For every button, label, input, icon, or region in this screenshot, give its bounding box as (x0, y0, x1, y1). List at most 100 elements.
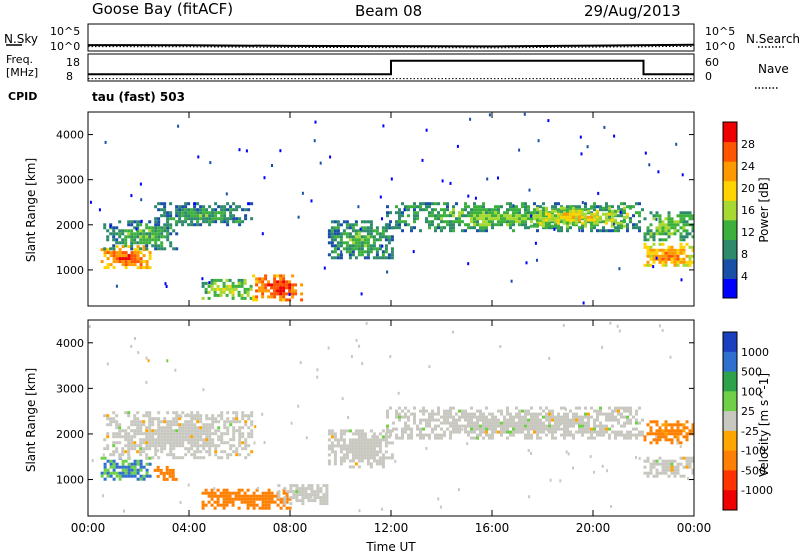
heatmap-cell-2 (238, 429, 242, 433)
heatmap-cell-7 (586, 209, 590, 213)
heatmap-cell-0 (121, 459, 125, 463)
heatmap-cell-2 (184, 426, 188, 430)
heatmap-cell-4 (319, 487, 323, 491)
heatmap-cell-6 (497, 217, 500, 221)
heatmap-cell-8 (649, 257, 653, 261)
heatmap-cell-9 (646, 226, 650, 230)
heatmap-cell-5 (330, 444, 334, 448)
heatmap-cell-7 (598, 215, 602, 219)
heatmap-cell-6 (623, 406, 626, 410)
heatmap-cell-2 (166, 432, 170, 436)
speckle-cell (582, 301, 585, 305)
heatmap-cell-2 (250, 202, 254, 206)
heatmap-cell-2 (202, 456, 206, 460)
heatmap-cell-3 (219, 503, 223, 507)
heatmap-cell-5 (381, 438, 385, 442)
heatmap-cell-6 (473, 211, 476, 215)
heatmap-cell-2 (223, 208, 227, 212)
heatmap-cell-3 (246, 500, 250, 504)
heatmap-cell-6 (587, 424, 590, 428)
heatmap-cell-5 (387, 235, 391, 239)
heatmap-cell-0 (106, 459, 110, 463)
heatmap-cell-5 (357, 444, 361, 448)
heatmap-cell-7 (628, 218, 632, 222)
heatmap-cell-1 (106, 229, 110, 233)
heatmap-cell-6 (542, 427, 545, 431)
heatmap-cell-6 (470, 226, 473, 230)
heatmap-cell-6 (422, 208, 425, 212)
heatmap-cell-2 (148, 411, 152, 415)
heatmap-cell-1 (157, 238, 161, 242)
heatmap-cell-6 (440, 436, 443, 440)
colorbar-tick-label: 24 (741, 160, 755, 173)
heatmap-cell-5 (342, 229, 346, 233)
heatmap-cell-2 (145, 441, 149, 445)
ytick-label: 4000 (56, 129, 84, 142)
nave-label: Nave (758, 62, 789, 76)
heatmap-cell-6 (509, 217, 512, 221)
heatmap-cell-6 (440, 421, 443, 425)
heatmap-cell-2 (127, 447, 131, 451)
heatmap-cell-2 (214, 417, 218, 421)
heatmap-cell-0 (136, 477, 140, 481)
heatmap-cell-7 (595, 215, 599, 219)
heatmap-cell-4 (255, 295, 259, 299)
heatmap-cell-9 (664, 238, 668, 242)
heatmap-cell-1 (139, 232, 143, 236)
heatmap-cell-5 (354, 220, 358, 224)
heatmap-cell-5 (390, 250, 394, 254)
heatmap-cell-2 (169, 435, 173, 439)
heatmap-cell-5 (357, 435, 361, 439)
heatmap-cell-1 (151, 229, 155, 233)
heatmap-cell-3 (285, 497, 289, 501)
heatmap-cell-1 (106, 238, 110, 242)
heatmap-cell-6 (452, 223, 455, 227)
heatmap-cell-6 (446, 421, 449, 425)
heatmap-cell-7 (604, 218, 608, 222)
heatmap-cell-9 (664, 223, 668, 227)
power-x-axis (87, 112, 695, 306)
heatmap-cell-1 (145, 223, 149, 227)
heatmap-cell-1 (133, 226, 137, 230)
heatmap-cell-2 (211, 208, 215, 212)
heatmap-cell-9 (691, 214, 695, 218)
heatmap-cell-5 (342, 429, 346, 433)
heatmap-cell-7 (676, 468, 680, 472)
heatmap-cell-5 (363, 241, 367, 245)
heatmap-cell-2 (226, 417, 230, 421)
heatmap-cell-5 (351, 247, 355, 251)
heatmap-cell-5 (348, 253, 352, 257)
heatmap-cell-2 (145, 435, 149, 439)
heatmap-cell-2 (172, 429, 176, 433)
heatmap-cell-6 (437, 217, 440, 221)
heatmap-cell-5 (327, 459, 331, 463)
heatmap-cell-5 (333, 244, 337, 248)
heatmap-cell-2 (247, 432, 251, 436)
speckle-cell (658, 324, 661, 328)
heatmap-cell-5 (390, 238, 394, 242)
heatmap-cell-5 (339, 462, 343, 466)
heatmap-cell-6 (497, 214, 500, 218)
heatmap-cell-7 (643, 459, 647, 463)
heatmap-cell-7 (610, 209, 614, 213)
heatmap-cell-9 (652, 214, 656, 218)
heatmap-cell-7 (658, 471, 662, 475)
heatmap-cell-1 (121, 241, 125, 245)
heatmap-cell-9 (670, 220, 674, 224)
speckle-cell (581, 201, 584, 204)
heatmap-cell-6 (587, 412, 590, 416)
heatmap-cell-0 (124, 254, 128, 258)
heatmap-cell-9 (667, 217, 671, 221)
heatmap-cell-2 (106, 414, 110, 418)
heatmap-cell-2 (175, 420, 179, 424)
heatmap-cell-6 (614, 430, 617, 434)
heatmap-cell-6 (626, 205, 629, 209)
heatmap-cell-6 (491, 421, 494, 425)
heatmap-cell-6 (593, 427, 596, 431)
speckle-cell (361, 362, 364, 366)
heatmap-cell-6 (533, 421, 536, 425)
heatmap-cell-4 (322, 493, 326, 497)
heatmap-cell-0 (127, 471, 131, 475)
speckle-cell (164, 282, 167, 286)
heatmap-cell-5 (345, 450, 349, 454)
